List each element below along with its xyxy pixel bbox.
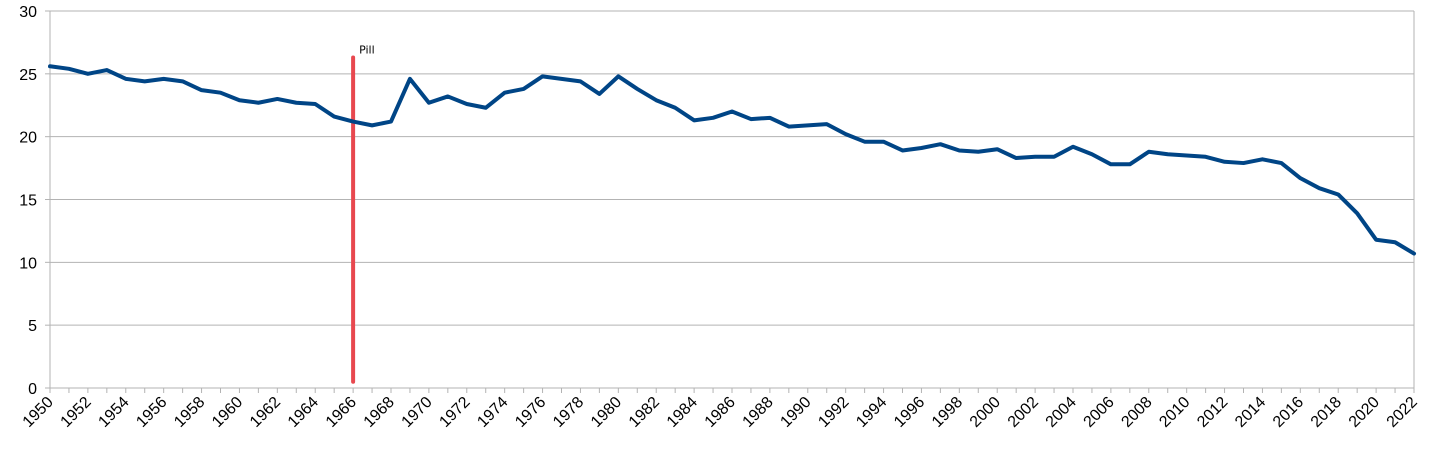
x-tick-label: 1976 bbox=[512, 394, 549, 431]
x-tick-label: 1970 bbox=[399, 394, 436, 431]
x-tick-label: 1980 bbox=[588, 394, 625, 431]
y-tick-labels: 0 5 10 15 20 25 30 bbox=[19, 4, 37, 398]
gridlines bbox=[50, 10, 1414, 389]
x-tick-label: 1978 bbox=[550, 394, 587, 431]
x-tick-label: 1996 bbox=[891, 394, 928, 431]
x-tick-label: 2020 bbox=[1346, 394, 1383, 431]
x-tick-labels: 1950 1952 1954 1956 1958 1960 1962 1964 1966 1968… bbox=[20, 394, 1421, 431]
x-tick-label: 1972 bbox=[436, 394, 473, 431]
x-tick-label: 1956 bbox=[133, 394, 170, 431]
x-tick-label: 2018 bbox=[1308, 394, 1345, 431]
series-layer bbox=[48, 64, 1416, 256]
x-tick-label: 2006 bbox=[1081, 394, 1118, 431]
x-tick-label: 1950 bbox=[20, 394, 57, 431]
y-tick-label: 20 bbox=[19, 130, 37, 147]
x-tick-label: 1954 bbox=[95, 394, 132, 431]
x-tick-label: 1992 bbox=[815, 394, 852, 431]
x-tick-label: 1988 bbox=[740, 394, 777, 431]
x-tick-label: 1952 bbox=[58, 394, 95, 431]
annotation-label: Pill bbox=[359, 43, 375, 56]
x-tick-label: 1958 bbox=[171, 394, 208, 431]
y-tick-label: 0 bbox=[28, 381, 37, 398]
x-tick-label: 1960 bbox=[209, 394, 246, 431]
series-line-0 bbox=[48, 64, 1416, 256]
x-tick-label: 2014 bbox=[1232, 394, 1269, 431]
y-tick-label: 5 bbox=[28, 318, 37, 335]
x-tick-label: 2008 bbox=[1118, 394, 1155, 431]
x-tick-label: 1984 bbox=[664, 394, 701, 431]
x-tick-label: 2010 bbox=[1156, 394, 1193, 431]
x-tick-label: 1998 bbox=[929, 394, 966, 431]
x-tick-label: 2000 bbox=[967, 394, 1004, 431]
y-tick-label: 30 bbox=[19, 4, 37, 21]
x-tick-label: 1994 bbox=[853, 394, 890, 431]
x-tick-label: 2016 bbox=[1270, 394, 1307, 431]
x-tick-label: 2004 bbox=[1043, 394, 1080, 431]
x-tick-label: 1962 bbox=[247, 394, 284, 431]
x-tick-label: 2012 bbox=[1194, 394, 1231, 431]
x-tick-label: 2002 bbox=[1005, 394, 1042, 431]
x-tick-label: 1986 bbox=[702, 394, 739, 431]
axes bbox=[45, 10, 1415, 393]
x-tick-label: 2022 bbox=[1384, 394, 1421, 431]
y-tick-label: 15 bbox=[19, 193, 37, 210]
x-tick-label: 1964 bbox=[285, 394, 322, 431]
y-tick-label: 25 bbox=[19, 67, 37, 84]
x-tick-label: 1990 bbox=[777, 394, 814, 431]
x-tick-label: 1968 bbox=[361, 394, 398, 431]
pill-annotation: Pill bbox=[351, 43, 375, 384]
x-tick-label: 1982 bbox=[626, 394, 663, 431]
x-tick-label: 1974 bbox=[474, 394, 511, 431]
x-tick-label: 1966 bbox=[323, 394, 360, 431]
y-tick-label: 10 bbox=[19, 255, 37, 272]
